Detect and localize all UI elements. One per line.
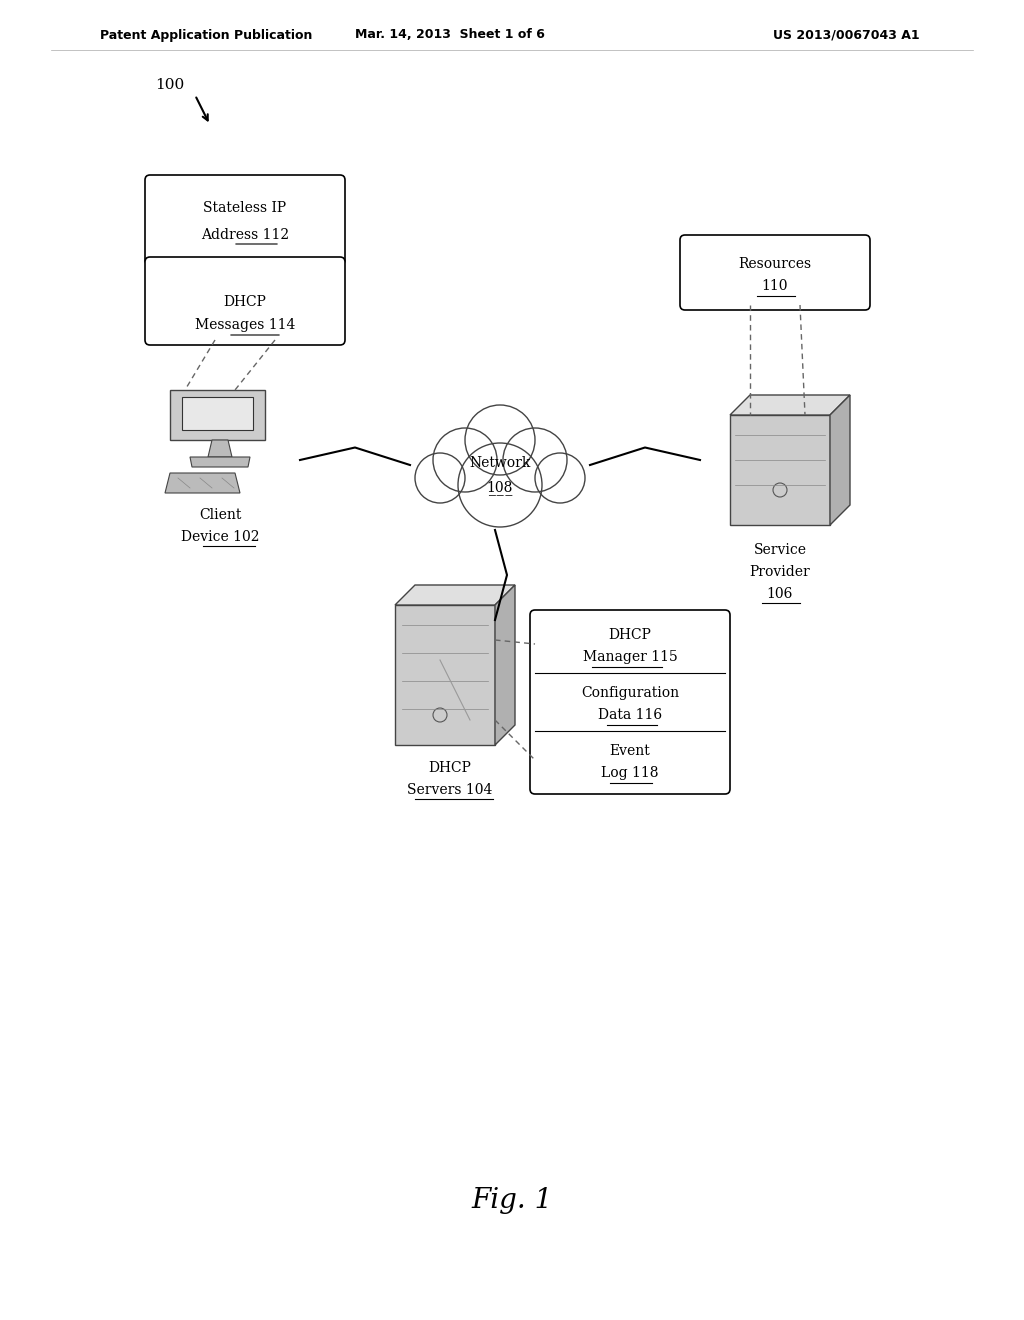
Text: Stateless IP: Stateless IP xyxy=(204,201,287,215)
Text: Event: Event xyxy=(609,744,650,758)
Text: Provider: Provider xyxy=(750,565,810,579)
Circle shape xyxy=(503,428,567,492)
Text: DHCP: DHCP xyxy=(608,628,651,642)
Polygon shape xyxy=(730,395,850,414)
Text: 100: 100 xyxy=(155,78,184,92)
FancyBboxPatch shape xyxy=(680,235,870,310)
Text: US 2013/0067043 A1: US 2013/0067043 A1 xyxy=(773,29,920,41)
Circle shape xyxy=(465,405,535,475)
Text: Configuration: Configuration xyxy=(581,686,679,700)
Polygon shape xyxy=(395,585,515,605)
Text: Fig. 1: Fig. 1 xyxy=(471,1187,553,1213)
Text: 1̲0̲8̲: 1̲0̲8̲ xyxy=(486,480,513,495)
Polygon shape xyxy=(170,389,265,440)
Circle shape xyxy=(458,444,542,527)
FancyBboxPatch shape xyxy=(145,176,345,265)
Text: Address 112: Address 112 xyxy=(201,228,289,242)
Text: DHCP: DHCP xyxy=(429,762,471,775)
Polygon shape xyxy=(165,473,240,492)
Text: Client: Client xyxy=(199,508,242,521)
Text: Mar. 14, 2013  Sheet 1 of 6: Mar. 14, 2013 Sheet 1 of 6 xyxy=(355,29,545,41)
Polygon shape xyxy=(182,397,253,430)
Polygon shape xyxy=(830,395,850,525)
Text: 106: 106 xyxy=(767,587,794,601)
Text: Device 102: Device 102 xyxy=(181,531,259,544)
Polygon shape xyxy=(730,414,830,525)
Text: Resources: Resources xyxy=(738,257,812,272)
Polygon shape xyxy=(495,585,515,744)
FancyBboxPatch shape xyxy=(145,257,345,345)
Text: Servers 104: Servers 104 xyxy=(408,783,493,797)
Text: Patent Application Publication: Patent Application Publication xyxy=(100,29,312,41)
Text: Data 116: Data 116 xyxy=(598,708,663,722)
Text: Network: Network xyxy=(469,455,530,470)
Text: Service: Service xyxy=(754,543,807,557)
Text: Manager 115: Manager 115 xyxy=(583,649,677,664)
Polygon shape xyxy=(208,440,232,457)
Polygon shape xyxy=(190,457,250,467)
FancyBboxPatch shape xyxy=(530,610,730,795)
Polygon shape xyxy=(395,605,495,744)
Circle shape xyxy=(535,453,585,503)
Text: DHCP: DHCP xyxy=(223,294,266,309)
Circle shape xyxy=(433,428,497,492)
Circle shape xyxy=(415,453,465,503)
Text: Log 118: Log 118 xyxy=(601,766,658,780)
Text: 110: 110 xyxy=(762,280,788,293)
Text: Messages 114: Messages 114 xyxy=(195,318,295,333)
